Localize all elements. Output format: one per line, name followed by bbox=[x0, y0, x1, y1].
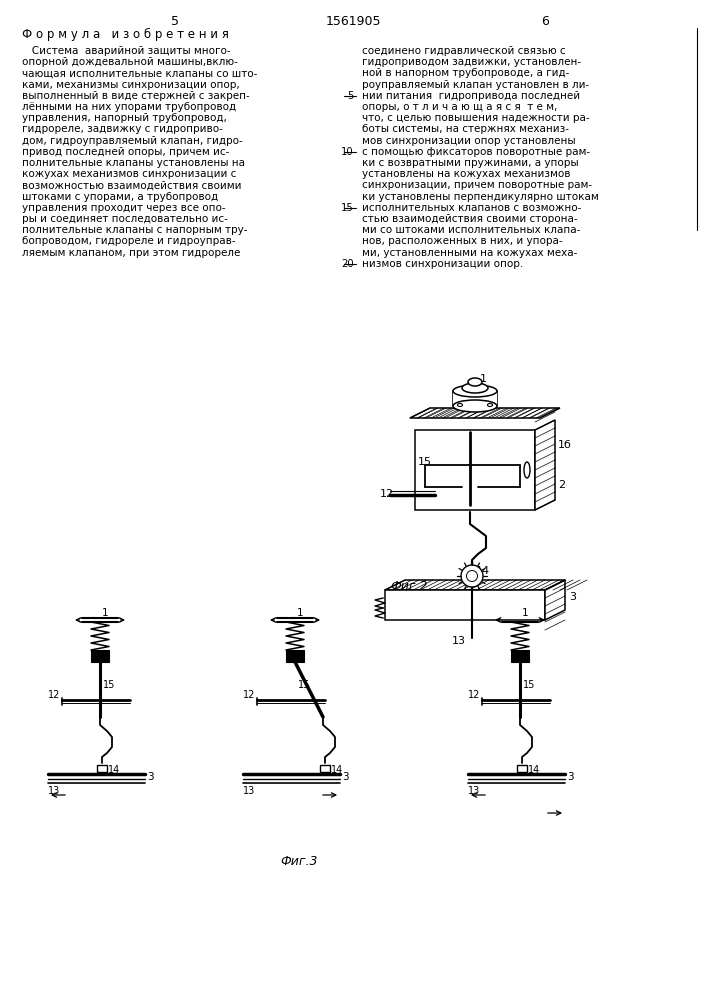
Text: 14: 14 bbox=[331, 765, 344, 775]
Text: опорной дождевальной машины,вклю-: опорной дождевальной машины,вклю- bbox=[22, 57, 238, 67]
Polygon shape bbox=[320, 765, 330, 772]
Polygon shape bbox=[511, 650, 529, 662]
Text: низмов синхронизации опор.: низмов синхронизации опор. bbox=[362, 259, 523, 269]
Ellipse shape bbox=[524, 462, 530, 478]
Polygon shape bbox=[385, 590, 545, 620]
Text: ки с возвратными пружинами, а упоры: ки с возвратными пружинами, а упоры bbox=[362, 158, 578, 168]
Text: 5: 5 bbox=[171, 15, 179, 28]
Text: лёнными на них упорами трубопровод: лёнными на них упорами трубопровод bbox=[22, 102, 236, 112]
Text: с помощью фиксаторов поворотные рам-: с помощью фиксаторов поворотные рам- bbox=[362, 147, 590, 157]
Polygon shape bbox=[453, 391, 497, 406]
Text: ной в напорном трубопроводе, а гид-: ной в напорном трубопроводе, а гид- bbox=[362, 68, 569, 78]
Text: 1561905: 1561905 bbox=[325, 15, 381, 28]
Ellipse shape bbox=[453, 400, 497, 412]
Ellipse shape bbox=[461, 565, 483, 587]
Text: полнительные клапаны с напорным тру-: полнительные клапаны с напорным тру- bbox=[22, 225, 247, 235]
Text: 15: 15 bbox=[103, 680, 115, 690]
Text: 2: 2 bbox=[558, 480, 565, 490]
Text: ми, установленными на кожухах меха-: ми, установленными на кожухах меха- bbox=[362, 248, 578, 258]
Text: 6: 6 bbox=[541, 15, 549, 28]
Text: 12: 12 bbox=[47, 690, 60, 700]
Ellipse shape bbox=[462, 383, 488, 393]
Text: Фиг.3: Фиг.3 bbox=[280, 855, 317, 868]
Text: управления, напорный трубопровод,: управления, напорный трубопровод, bbox=[22, 113, 227, 123]
Ellipse shape bbox=[453, 385, 497, 397]
Text: возможностью взаимодействия своими: возможностью взаимодействия своими bbox=[22, 180, 242, 190]
Text: 5: 5 bbox=[348, 91, 354, 101]
Text: боты системы, на стержнях механиз-: боты системы, на стержнях механиз- bbox=[362, 124, 569, 134]
Text: мов синхронизации опор установлены: мов синхронизации опор установлены bbox=[362, 136, 575, 146]
Text: соединено гидравлической связью с: соединено гидравлической связью с bbox=[362, 46, 566, 56]
Text: 14: 14 bbox=[476, 566, 490, 576]
Text: выполненный в виде стержней с закреп-: выполненный в виде стержней с закреп- bbox=[22, 91, 250, 101]
Text: Система  аварийной защиты много-: Система аварийной защиты много- bbox=[22, 46, 230, 56]
Text: 13: 13 bbox=[48, 786, 60, 796]
Text: чающая исполнительные клапаны со што-: чающая исполнительные клапаны со што- bbox=[22, 68, 257, 78]
Text: 15: 15 bbox=[341, 203, 354, 213]
Polygon shape bbox=[545, 580, 565, 620]
Polygon shape bbox=[517, 765, 527, 772]
Text: 1: 1 bbox=[480, 374, 487, 384]
Text: 3: 3 bbox=[567, 772, 573, 782]
Text: 15: 15 bbox=[523, 680, 535, 690]
Text: 12: 12 bbox=[380, 489, 394, 499]
Text: 1: 1 bbox=[522, 608, 529, 618]
Text: ками, механизмы синхронизации опор,: ками, механизмы синхронизации опор, bbox=[22, 80, 240, 90]
Text: привод последней опоры, причем ис-: привод последней опоры, причем ис- bbox=[22, 147, 229, 157]
Text: роуправляемый клапан установлен в ли-: роуправляемый клапан установлен в ли- bbox=[362, 80, 589, 90]
Text: 20: 20 bbox=[341, 259, 354, 269]
Polygon shape bbox=[535, 420, 555, 510]
Text: Ф о р м у л а   и з о б р е т е н и я: Ф о р м у л а и з о б р е т е н и я bbox=[22, 28, 229, 41]
Text: нов, расположенных в них, и упора-: нов, расположенных в них, и упора- bbox=[362, 236, 563, 246]
Polygon shape bbox=[385, 580, 565, 590]
Ellipse shape bbox=[467, 570, 477, 582]
Text: гидрореле, задвижку с гидроприво-: гидрореле, задвижку с гидроприво- bbox=[22, 124, 223, 134]
Text: 10: 10 bbox=[341, 147, 354, 157]
Text: ки установлены перпендикулярно штокам: ки установлены перпендикулярно штокам bbox=[362, 192, 599, 202]
Text: 1б: 1б bbox=[558, 440, 572, 450]
Text: Фиг.2: Фиг.2 bbox=[390, 580, 428, 593]
Text: управления проходит через все опо-: управления проходит через все опо- bbox=[22, 203, 226, 213]
Text: дом, гидроуправляемый клапан, гидро-: дом, гидроуправляемый клапан, гидро- bbox=[22, 136, 243, 146]
Text: 1: 1 bbox=[102, 608, 109, 618]
Text: 15: 15 bbox=[418, 457, 432, 467]
Text: что, с целью повышения надежности ра-: что, с целью повышения надежности ра- bbox=[362, 113, 590, 123]
Text: 12: 12 bbox=[243, 690, 255, 700]
Text: 13: 13 bbox=[468, 786, 480, 796]
Text: 3: 3 bbox=[569, 592, 576, 602]
Text: 15: 15 bbox=[298, 680, 310, 690]
Text: 13: 13 bbox=[452, 636, 466, 646]
Text: кожухах механизмов синхронизации с: кожухах механизмов синхронизации с bbox=[22, 169, 236, 179]
Text: 12: 12 bbox=[467, 690, 480, 700]
Text: 13: 13 bbox=[243, 786, 255, 796]
Text: 14: 14 bbox=[528, 765, 540, 775]
Text: стью взаимодействия своими сторона-: стью взаимодействия своими сторона- bbox=[362, 214, 578, 224]
Text: опоры, о т л и ч а ю щ а я с я  т е м,: опоры, о т л и ч а ю щ а я с я т е м, bbox=[362, 102, 557, 112]
Polygon shape bbox=[410, 408, 560, 418]
Polygon shape bbox=[415, 430, 535, 510]
Text: 3: 3 bbox=[147, 772, 153, 782]
Ellipse shape bbox=[457, 403, 462, 406]
Polygon shape bbox=[97, 765, 107, 772]
Ellipse shape bbox=[468, 378, 482, 386]
Text: бопроводом, гидрореле и гидроуправ-: бопроводом, гидрореле и гидроуправ- bbox=[22, 236, 235, 246]
Polygon shape bbox=[286, 650, 304, 662]
Text: синхронизации, причем поворотные рам-: синхронизации, причем поворотные рам- bbox=[362, 180, 592, 190]
Text: нии питания  гидропривода последней: нии питания гидропривода последней bbox=[362, 91, 580, 101]
Text: полнительные клапаны установлены на: полнительные клапаны установлены на bbox=[22, 158, 245, 168]
Text: исполнительных клапанов с возможно-: исполнительных клапанов с возможно- bbox=[362, 203, 581, 213]
Text: 3: 3 bbox=[342, 772, 349, 782]
Ellipse shape bbox=[488, 403, 493, 406]
Text: 14: 14 bbox=[108, 765, 120, 775]
Text: штоками с упорами, а трубопровод: штоками с упорами, а трубопровод bbox=[22, 192, 218, 202]
Text: 1: 1 bbox=[297, 608, 303, 618]
Text: ры и соединяет последовательно ис-: ры и соединяет последовательно ис- bbox=[22, 214, 228, 224]
Text: установлены на кожухах механизмов: установлены на кожухах механизмов bbox=[362, 169, 571, 179]
Polygon shape bbox=[91, 650, 109, 662]
Text: ляемым клапаном, при этом гидрореле: ляемым клапаном, при этом гидрореле bbox=[22, 248, 240, 258]
Text: ми со штоками исполнительных клапа-: ми со штоками исполнительных клапа- bbox=[362, 225, 580, 235]
Text: гидроприводом задвижки, установлен-: гидроприводом задвижки, установлен- bbox=[362, 57, 581, 67]
